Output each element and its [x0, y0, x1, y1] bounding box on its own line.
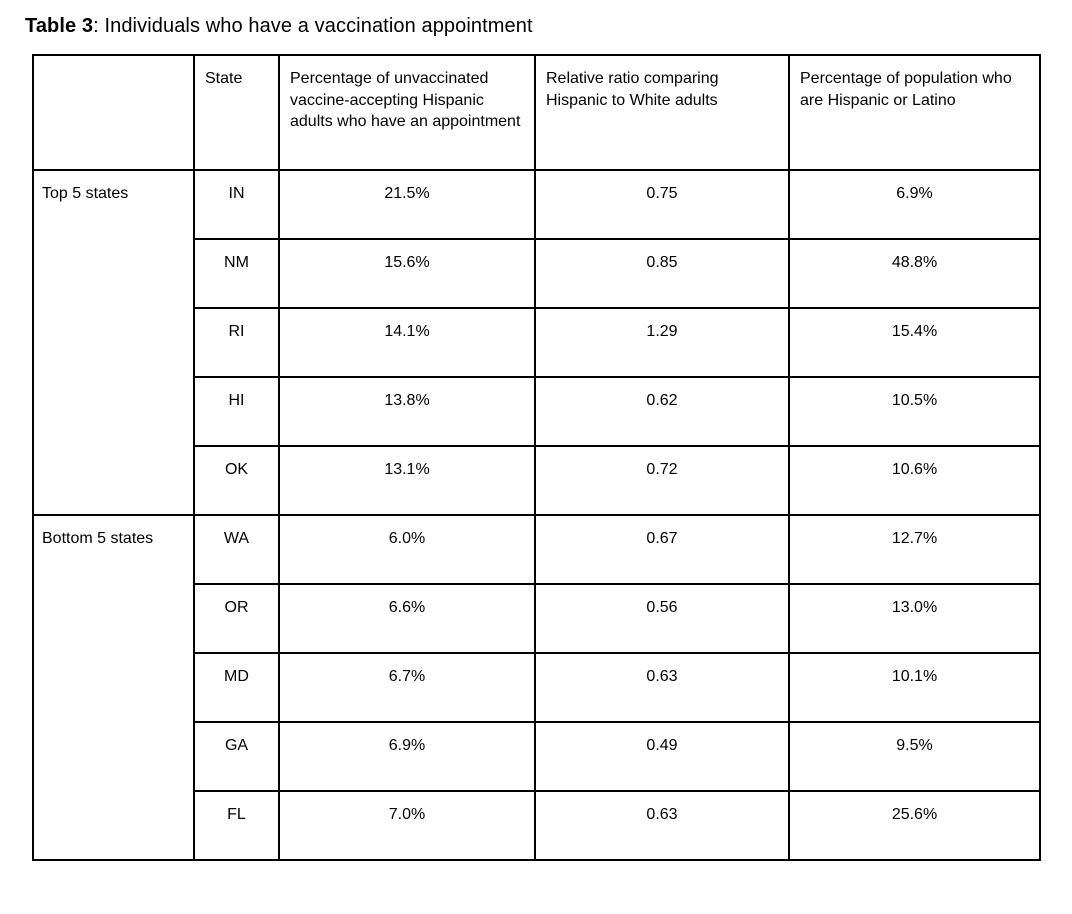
table-row: Bottom 5 states WA 6.0% 0.67 12.7% [32, 514, 1041, 861]
pct-appointment-cell: 6.6% [278, 583, 536, 654]
pct-appointment-cell: 13.1% [278, 445, 536, 516]
pct-appointment-cell: 6.9% [278, 721, 536, 792]
table-row: FL 7.0% 0.63 25.6% [33, 790, 1041, 861]
pct-population-cell: 12.7% [788, 514, 1041, 585]
header-relative-ratio: Relative ratio comparing Hispanic to Whi… [534, 54, 790, 171]
pct-population-cell: 6.9% [788, 169, 1041, 240]
group-label-top5: Top 5 states [32, 169, 195, 516]
state-cell: WA [193, 514, 280, 585]
pct-appointment-cell: 7.0% [278, 790, 536, 861]
state-cell: OR [193, 583, 280, 654]
state-cell: IN [193, 169, 280, 240]
table-header-row: State Percentage of unvaccinated vaccine… [32, 54, 1041, 171]
group-label-bottom5: Bottom 5 states [32, 514, 195, 861]
table-caption-text: : Individuals who have a vaccination app… [93, 15, 533, 37]
state-cell: FL [193, 790, 280, 861]
state-cell: GA [193, 721, 280, 792]
state-cell: OK [193, 445, 280, 516]
pct-appointment-cell: 6.7% [278, 652, 536, 723]
header-group-blank [32, 54, 195, 171]
relative-ratio-cell: 0.56 [534, 583, 790, 654]
pct-population-cell: 13.0% [788, 583, 1041, 654]
relative-ratio-cell: 0.72 [534, 445, 790, 516]
relative-ratio-cell: 0.63 [534, 652, 790, 723]
table-caption-label: Table 3 [25, 15, 94, 37]
pct-population-cell: 15.4% [788, 307, 1041, 378]
relative-ratio-cell: 0.67 [534, 514, 790, 585]
relative-ratio-cell: 1.29 [534, 307, 790, 378]
relative-ratio-cell: 0.62 [534, 376, 790, 447]
table-row: GA 6.9% 0.49 9.5% [33, 721, 1041, 792]
table-row: RI 14.1% 1.29 15.4% [33, 307, 1041, 378]
pct-appointment-cell: 13.8% [278, 376, 536, 447]
pct-population-cell: 9.5% [788, 721, 1041, 792]
state-cell: MD [193, 652, 280, 723]
table-row: MD 6.7% 0.63 10.1% [33, 652, 1041, 723]
pct-appointment-cell: 6.0% [278, 514, 536, 585]
table-row: HI 13.8% 0.62 10.5% [33, 376, 1041, 447]
state-cell: HI [193, 376, 280, 447]
table-row: NM 15.6% 0.85 48.8% [33, 238, 1041, 309]
table-row: OK 13.1% 0.72 10.6% [33, 445, 1041, 516]
pct-appointment-cell: 21.5% [278, 169, 536, 240]
header-pct-appointment: Percentage of unvaccinated vaccine-accep… [278, 54, 536, 171]
state-cell: RI [193, 307, 280, 378]
relative-ratio-cell: 0.75 [534, 169, 790, 240]
table-row: OR 6.6% 0.56 13.0% [33, 583, 1041, 654]
vaccination-appointment-table: State Percentage of unvaccinated vaccine… [32, 54, 1041, 861]
relative-ratio-cell: 0.63 [534, 790, 790, 861]
pct-population-cell: 10.5% [788, 376, 1041, 447]
header-state: State [193, 54, 280, 171]
pct-appointment-cell: 15.6% [278, 238, 536, 309]
pct-population-cell: 25.6% [788, 790, 1041, 861]
pct-appointment-cell: 14.1% [278, 307, 536, 378]
relative-ratio-cell: 0.85 [534, 238, 790, 309]
pct-population-cell: 48.8% [788, 238, 1041, 309]
header-pct-population: Percentage of population who are Hispani… [788, 54, 1041, 171]
state-cell: NM [193, 238, 280, 309]
relative-ratio-cell: 0.49 [534, 721, 790, 792]
table-caption: Table 3: Individuals who have a vaccinat… [25, 14, 1072, 38]
pct-population-cell: 10.6% [788, 445, 1041, 516]
table-row: Top 5 states IN 21.5% 0.75 6.9% [32, 169, 1041, 516]
pct-population-cell: 10.1% [788, 652, 1041, 723]
